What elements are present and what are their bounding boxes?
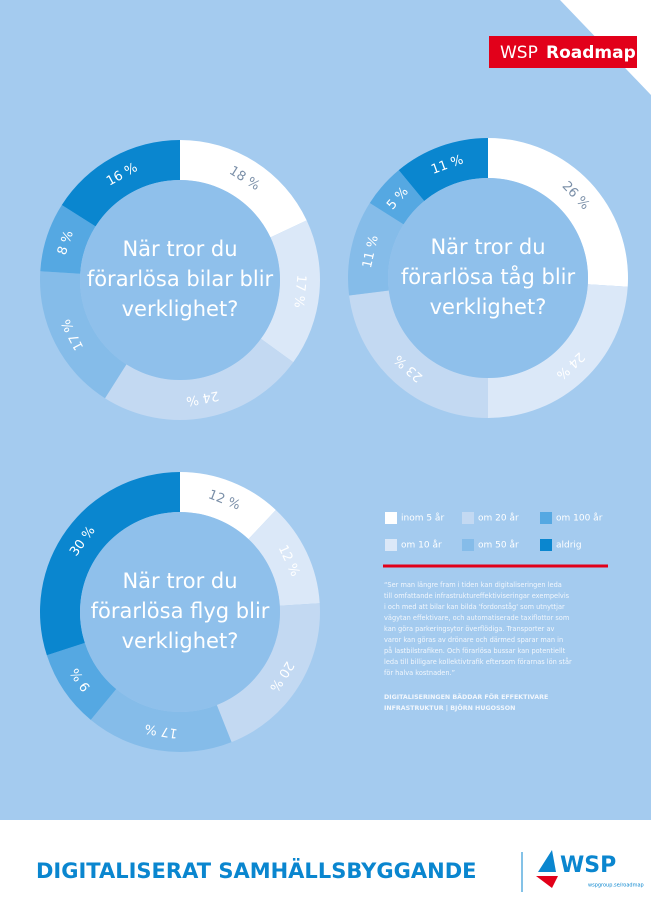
legend-label: om 100 år bbox=[556, 513, 603, 524]
footer-band bbox=[0, 820, 651, 904]
slice bbox=[180, 472, 276, 540]
chart-title: När tror du bbox=[430, 235, 545, 259]
legend-label: om 10 år bbox=[401, 540, 442, 551]
quote-line: vägytan effektivare, och automatiserade … bbox=[384, 614, 569, 622]
quote-line: “Ser man längre fram i tiden kan digital… bbox=[384, 581, 562, 589]
slice bbox=[349, 290, 488, 418]
quote-line: på lastbilstrafiken. Och förarlösa bussa… bbox=[384, 646, 566, 655]
slice bbox=[398, 138, 488, 201]
value-label: 11 % bbox=[360, 234, 382, 270]
slice bbox=[216, 603, 321, 743]
legend-label: om 50 år bbox=[478, 540, 519, 551]
brand: WSP bbox=[500, 43, 538, 63]
slice bbox=[369, 170, 425, 225]
slice bbox=[61, 140, 180, 227]
quote-line: i och med att bilar kan bilda 'fordonstå… bbox=[384, 602, 565, 611]
slice bbox=[180, 140, 307, 238]
quote-line: leda till billigare kollektivtrafik efte… bbox=[384, 657, 572, 666]
quote-line: för halva kostnaden.” bbox=[384, 669, 455, 677]
chart-title: verklighet? bbox=[430, 295, 547, 319]
legend-swatch bbox=[540, 539, 552, 551]
footer-title: DIGITALISERAT SAMHÄLLSBYGGANDE bbox=[36, 858, 476, 883]
inner-circle bbox=[80, 180, 280, 380]
inner-circle bbox=[388, 178, 588, 378]
slice bbox=[39, 472, 180, 656]
logo-shape bbox=[538, 850, 556, 872]
credit-line: DIGITALISERINGEN BÄDDAR FÖR EFFEKTIVARE bbox=[384, 692, 548, 701]
quote-line: varor kan göras av drönare och därmed sp… bbox=[384, 636, 563, 644]
legend-swatch bbox=[385, 512, 397, 524]
brand-box bbox=[489, 36, 637, 68]
chart-title: verklighet? bbox=[122, 297, 239, 321]
slice bbox=[488, 284, 628, 418]
slice bbox=[39, 271, 127, 399]
value-label: 24 % bbox=[185, 387, 220, 408]
legend-label: inom 5 år bbox=[401, 513, 444, 524]
logo-shape bbox=[536, 876, 558, 888]
legend-swatch bbox=[540, 512, 552, 524]
slice bbox=[46, 642, 117, 720]
value-label: 8 % bbox=[55, 229, 77, 257]
legend-label: aldrig bbox=[556, 541, 582, 551]
slice bbox=[488, 138, 628, 287]
url: wspgroup.se/roadmap bbox=[588, 883, 644, 889]
quote-line: till omfattande infrastruktureffektivise… bbox=[384, 592, 570, 600]
chart-title: förarlösa tåg blir bbox=[401, 264, 576, 289]
legend-label: om 20 år bbox=[478, 513, 519, 524]
product: Roadmap bbox=[546, 43, 636, 63]
credit-line: INFRASTRUKTUR | BJÖRN HUGOSSON bbox=[384, 703, 515, 713]
chart-title: förarlösa bilar blir bbox=[87, 267, 274, 291]
slice bbox=[348, 202, 404, 296]
slice bbox=[90, 689, 232, 752]
value-label: 17 % bbox=[144, 721, 179, 741]
value-label: 17 % bbox=[290, 274, 308, 308]
chart-title: verklighet? bbox=[122, 629, 239, 653]
slice bbox=[40, 204, 96, 274]
legend-swatch bbox=[462, 539, 474, 551]
chart-title: förarlösa flyg blir bbox=[91, 599, 270, 623]
logo: WSP bbox=[560, 853, 616, 878]
chart-title: När tror du bbox=[122, 237, 237, 261]
quote-line: kan göra parkeringsytor överflödiga. Tra… bbox=[384, 625, 555, 633]
slice bbox=[104, 338, 294, 420]
inner-circle bbox=[80, 512, 280, 712]
slice bbox=[248, 509, 320, 606]
chart-title: När tror du bbox=[122, 569, 237, 593]
slice bbox=[260, 220, 320, 363]
legend-swatch bbox=[462, 512, 474, 524]
legend-swatch bbox=[385, 539, 397, 551]
